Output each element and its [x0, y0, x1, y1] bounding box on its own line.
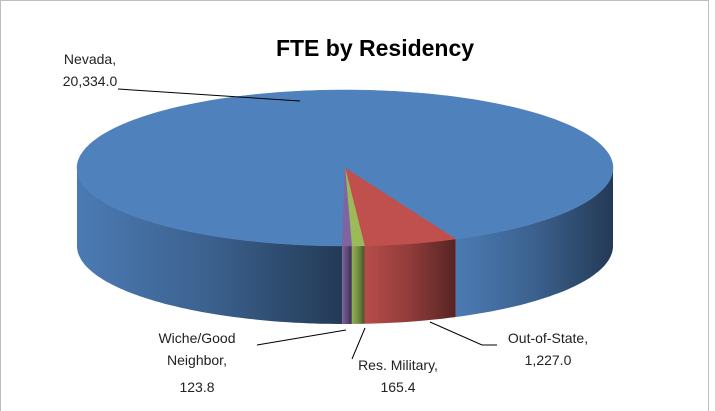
leader-line	[351, 327, 366, 360]
data-label: Wiche/Good Neighbor, 123.8	[158, 330, 235, 395]
data-label: Res. Military, 165.4	[358, 357, 438, 395]
category-label: Wiche/Good Neighbor	[158, 330, 235, 368]
slice-side-shade	[364, 239, 456, 324]
value-label: 20,334.0	[63, 73, 118, 89]
slice-side-shade	[351, 245, 365, 324]
category-label: Nevada	[64, 51, 112, 67]
slice	[341, 167, 352, 247]
data-label: Out-of-State, 1,227.0	[508, 330, 588, 368]
slice-side-shade	[77, 168, 343, 324]
slice-side-shade	[455, 168, 613, 317]
chart-title: FTE by Residency	[276, 35, 474, 61]
slice-side-shade	[342, 246, 352, 324]
slice	[344, 167, 457, 247]
label-separator: ,	[112, 51, 116, 67]
label-separator: ,	[434, 357, 438, 373]
value-label: 123.8	[179, 379, 214, 395]
value-label: 165.4	[380, 379, 415, 395]
label-separator: ,	[223, 352, 227, 368]
category-label: Res. Military	[358, 357, 435, 373]
label-separator: ,	[584, 330, 588, 346]
value-label: 1,227.0	[525, 352, 572, 368]
leader-line	[256, 329, 347, 346]
data-label: Nevada, 20,334.0	[63, 51, 118, 89]
leader-line	[117, 88, 301, 102]
category-label: Out-of-State	[508, 330, 584, 346]
leader-line	[429, 321, 497, 346]
